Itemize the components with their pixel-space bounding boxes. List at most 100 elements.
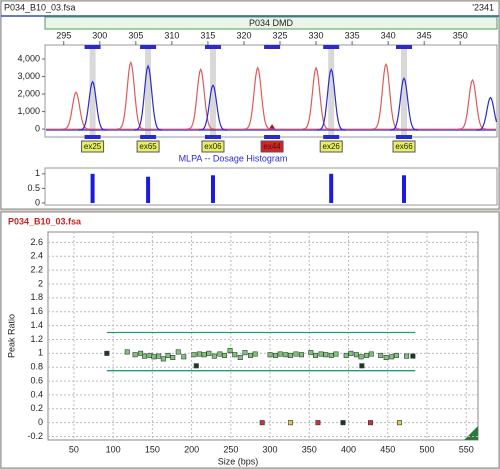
y-tick-label: 2	[38, 278, 43, 288]
panel-name: P034 DMD	[249, 18, 294, 28]
point	[165, 352, 171, 358]
point	[151, 354, 157, 360]
bin-label: ex26	[323, 142, 341, 151]
peak	[62, 91, 90, 130]
point	[242, 350, 248, 356]
point	[358, 354, 364, 360]
x-tick-label: 300	[263, 444, 278, 454]
point	[315, 420, 321, 426]
bin-label: ex44	[263, 142, 281, 151]
point	[142, 353, 148, 359]
y-tick-label: 2.4	[30, 251, 43, 261]
point	[273, 352, 279, 358]
bin-bar-top	[264, 45, 281, 49]
plot-title: P034_B10_03.fsa	[8, 216, 82, 226]
point	[298, 352, 304, 358]
y-tick-label: 1.2	[30, 334, 43, 344]
x-tick-label: 200	[184, 444, 199, 454]
y-tick-label: 1,000	[17, 106, 40, 116]
panel-header	[44, 16, 498, 30]
ratio-plot	[47, 231, 479, 441]
y-tick-label: 0.6	[30, 375, 43, 385]
point	[191, 352, 197, 358]
point	[217, 351, 223, 357]
y-tick-label: 1.6	[30, 306, 43, 316]
x-tick-label: 320	[236, 30, 251, 40]
point	[138, 350, 144, 356]
x-tick-label: 500	[419, 444, 434, 454]
point	[353, 352, 359, 358]
point	[222, 352, 228, 358]
x-tick-label: 250	[223, 444, 238, 454]
bin-bar-bottom	[84, 135, 101, 139]
y-tick-label: 1.8	[30, 292, 43, 302]
peak	[476, 96, 498, 131]
bin-highlight	[401, 46, 408, 136]
point	[196, 351, 202, 357]
window-id: '2341	[472, 2, 494, 12]
bin-highlight	[328, 46, 335, 136]
bin-label: ex25	[84, 142, 102, 151]
bin-highlight	[145, 46, 152, 136]
bin-bar-top	[396, 45, 413, 49]
point	[181, 354, 187, 360]
y-tick-label: -0.2	[27, 431, 43, 441]
dosage-bar	[90, 173, 95, 203]
point	[193, 363, 199, 369]
peak	[78, 80, 107, 131]
point	[287, 352, 293, 358]
x-tick-label: 350	[453, 30, 468, 40]
point	[364, 352, 370, 358]
y-tick-label: 0.2	[30, 403, 43, 413]
peak	[389, 76, 419, 131]
y-tick-label: 2,000	[17, 88, 40, 98]
y-tick-label: 1.4	[30, 320, 43, 330]
point	[383, 354, 389, 360]
point	[378, 352, 384, 358]
x-tick-label: 550	[459, 444, 474, 454]
bin-bar-bottom	[264, 135, 281, 139]
x-tick-label: 400	[341, 444, 356, 454]
bin-bar-top	[84, 45, 101, 49]
point	[201, 352, 207, 358]
bin-label-box	[136, 140, 160, 153]
bin-label: ex06	[204, 142, 222, 151]
point	[170, 354, 176, 360]
x-tick-label: 340	[381, 30, 396, 40]
x-tick-label: 315	[200, 30, 215, 40]
point	[211, 353, 217, 359]
point	[237, 354, 243, 360]
point	[124, 349, 130, 355]
x-axis-label: Size (bps)	[218, 456, 259, 466]
y-tick-label: 1	[38, 348, 43, 358]
y-tick-label: 0.8	[30, 362, 43, 372]
x-tick-label: 305	[128, 30, 143, 40]
point	[259, 420, 265, 426]
point	[410, 353, 416, 359]
peak	[243, 66, 272, 130]
x-tick-label: 50	[69, 444, 79, 454]
point	[247, 352, 253, 358]
point	[277, 351, 283, 357]
x-tick-label: 450	[380, 444, 395, 454]
x-tick-label: 350	[302, 444, 317, 454]
point	[359, 363, 365, 369]
x-tick-label: 335	[345, 30, 360, 40]
dosage-bar	[210, 175, 215, 203]
bin-label-box	[201, 140, 225, 153]
window-title: P034_B10_03.fsa	[4, 2, 76, 12]
point	[389, 354, 395, 360]
point	[104, 350, 110, 356]
point	[333, 351, 339, 357]
point	[343, 352, 349, 358]
point	[132, 352, 138, 358]
bin-bar-bottom	[140, 135, 157, 139]
point	[227, 348, 233, 354]
point	[404, 353, 410, 359]
point	[348, 350, 354, 356]
point	[367, 420, 373, 426]
bin-label-box	[81, 140, 105, 153]
y-tick-label: 1	[35, 168, 40, 178]
point	[318, 351, 324, 357]
point	[393, 352, 399, 358]
